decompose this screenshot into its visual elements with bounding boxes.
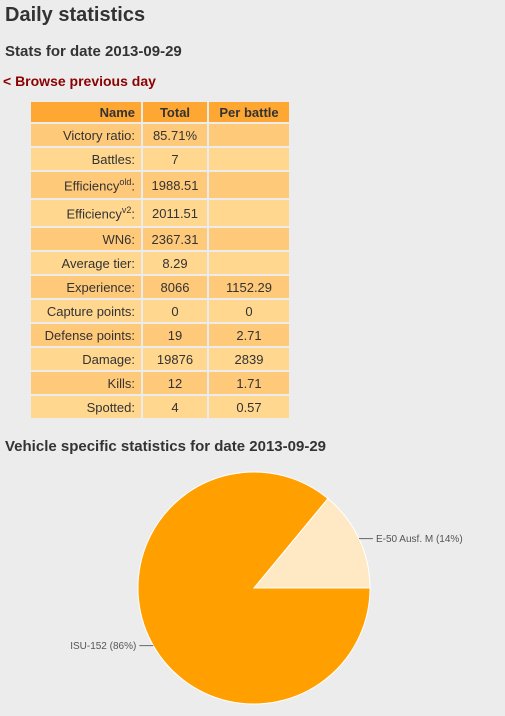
daily-stats-table: Name Total Per battle Victory ratio: 85.7…	[29, 100, 291, 420]
table-row: Defense points: 19 2.71	[31, 324, 289, 346]
stat-total: 1988.51	[143, 172, 207, 198]
stat-per-battle	[209, 252, 289, 274]
stat-per-battle: 0	[209, 300, 289, 322]
stat-total: 7	[143, 148, 207, 170]
stat-per-battle	[209, 124, 289, 146]
stat-total: 85.71%	[143, 124, 207, 146]
stat-per-battle: 1.71	[209, 372, 289, 394]
stats-date-subtitle: Stats for date 2013-09-29	[5, 43, 182, 60]
table-row: Victory ratio: 85.71%	[31, 124, 289, 146]
stat-name: Spotted:	[31, 396, 141, 418]
stat-name: Damage:	[31, 348, 141, 370]
table-row: Kills: 12 1.71	[31, 372, 289, 394]
column-header-total: Total	[143, 102, 207, 122]
stat-total: 4	[143, 396, 207, 418]
vehicle-stats-title: Vehicle specific statistics for date 201…	[5, 438, 326, 455]
stat-total: 8066	[143, 276, 207, 298]
stat-total: 19876	[143, 348, 207, 370]
stat-per-battle	[209, 200, 289, 226]
stat-per-battle	[209, 172, 289, 198]
table-header-row: Name Total Per battle	[31, 102, 289, 122]
stat-per-battle	[209, 148, 289, 170]
table-row: Efficiencyold: 1988.51	[31, 172, 289, 198]
stat-name: Efficiencyv2:	[31, 200, 141, 226]
stat-name: WN6:	[31, 228, 141, 250]
column-header-name: Name	[31, 102, 141, 122]
stat-total: 2367.31	[143, 228, 207, 250]
stat-total: 0	[143, 300, 207, 322]
stat-name: Capture points:	[31, 300, 141, 322]
stat-per-battle: 2.71	[209, 324, 289, 346]
stat-name: Victory ratio:	[31, 124, 141, 146]
stat-total: 12	[143, 372, 207, 394]
pie-slice-e-50-ausf-m[interactable]	[252, 497, 371, 589]
table-row: Experience: 8066 1152.29	[31, 276, 289, 298]
pie-slice-isu-152-label: ISU-152 (86%)	[70, 641, 136, 652]
stat-total: 2011.51	[143, 200, 207, 226]
stat-name: Efficiencyold:	[31, 172, 141, 198]
stat-name: Average tier:	[31, 252, 141, 274]
stat-per-battle: 0.57	[209, 396, 289, 418]
pie-slice-e-50-label: E-50 Ausf. M (14%)	[376, 534, 463, 545]
stat-total: 8.29	[143, 252, 207, 274]
table-row: Damage: 19876 2839	[31, 348, 289, 370]
stats-table-body: Victory ratio: 85.71% Battles: 7 Efficiencyo…	[31, 124, 289, 418]
table-row: Spotted: 4 0.57	[31, 396, 289, 418]
table-row: Average tier: 8.29	[31, 252, 289, 274]
stat-total: 19	[143, 324, 207, 346]
stat-per-battle: 2839	[209, 348, 289, 370]
stat-name: Defense points:	[31, 324, 141, 346]
table-row: WN6: 2367.31	[31, 228, 289, 250]
table-row: Efficiencyv2: 2011.51	[31, 200, 289, 226]
stat-per-battle: 1152.29	[209, 276, 289, 298]
stat-name: Experience:	[31, 276, 141, 298]
column-header-per-battle: Per battle	[209, 102, 289, 122]
table-row: Capture points: 0 0	[31, 300, 289, 322]
table-row: Battles: 7	[31, 148, 289, 170]
browse-previous-day-link[interactable]: < Browse previous day	[3, 73, 156, 89]
page-title: Daily statistics	[5, 4, 146, 26]
stat-name: Battles:	[31, 148, 141, 170]
stat-per-battle	[209, 228, 289, 250]
stat-name: Kills:	[31, 372, 141, 394]
vehicle-pie-chart: E-50 Ausf. M (14%) ISU-152 (86%)	[70, 471, 463, 705]
